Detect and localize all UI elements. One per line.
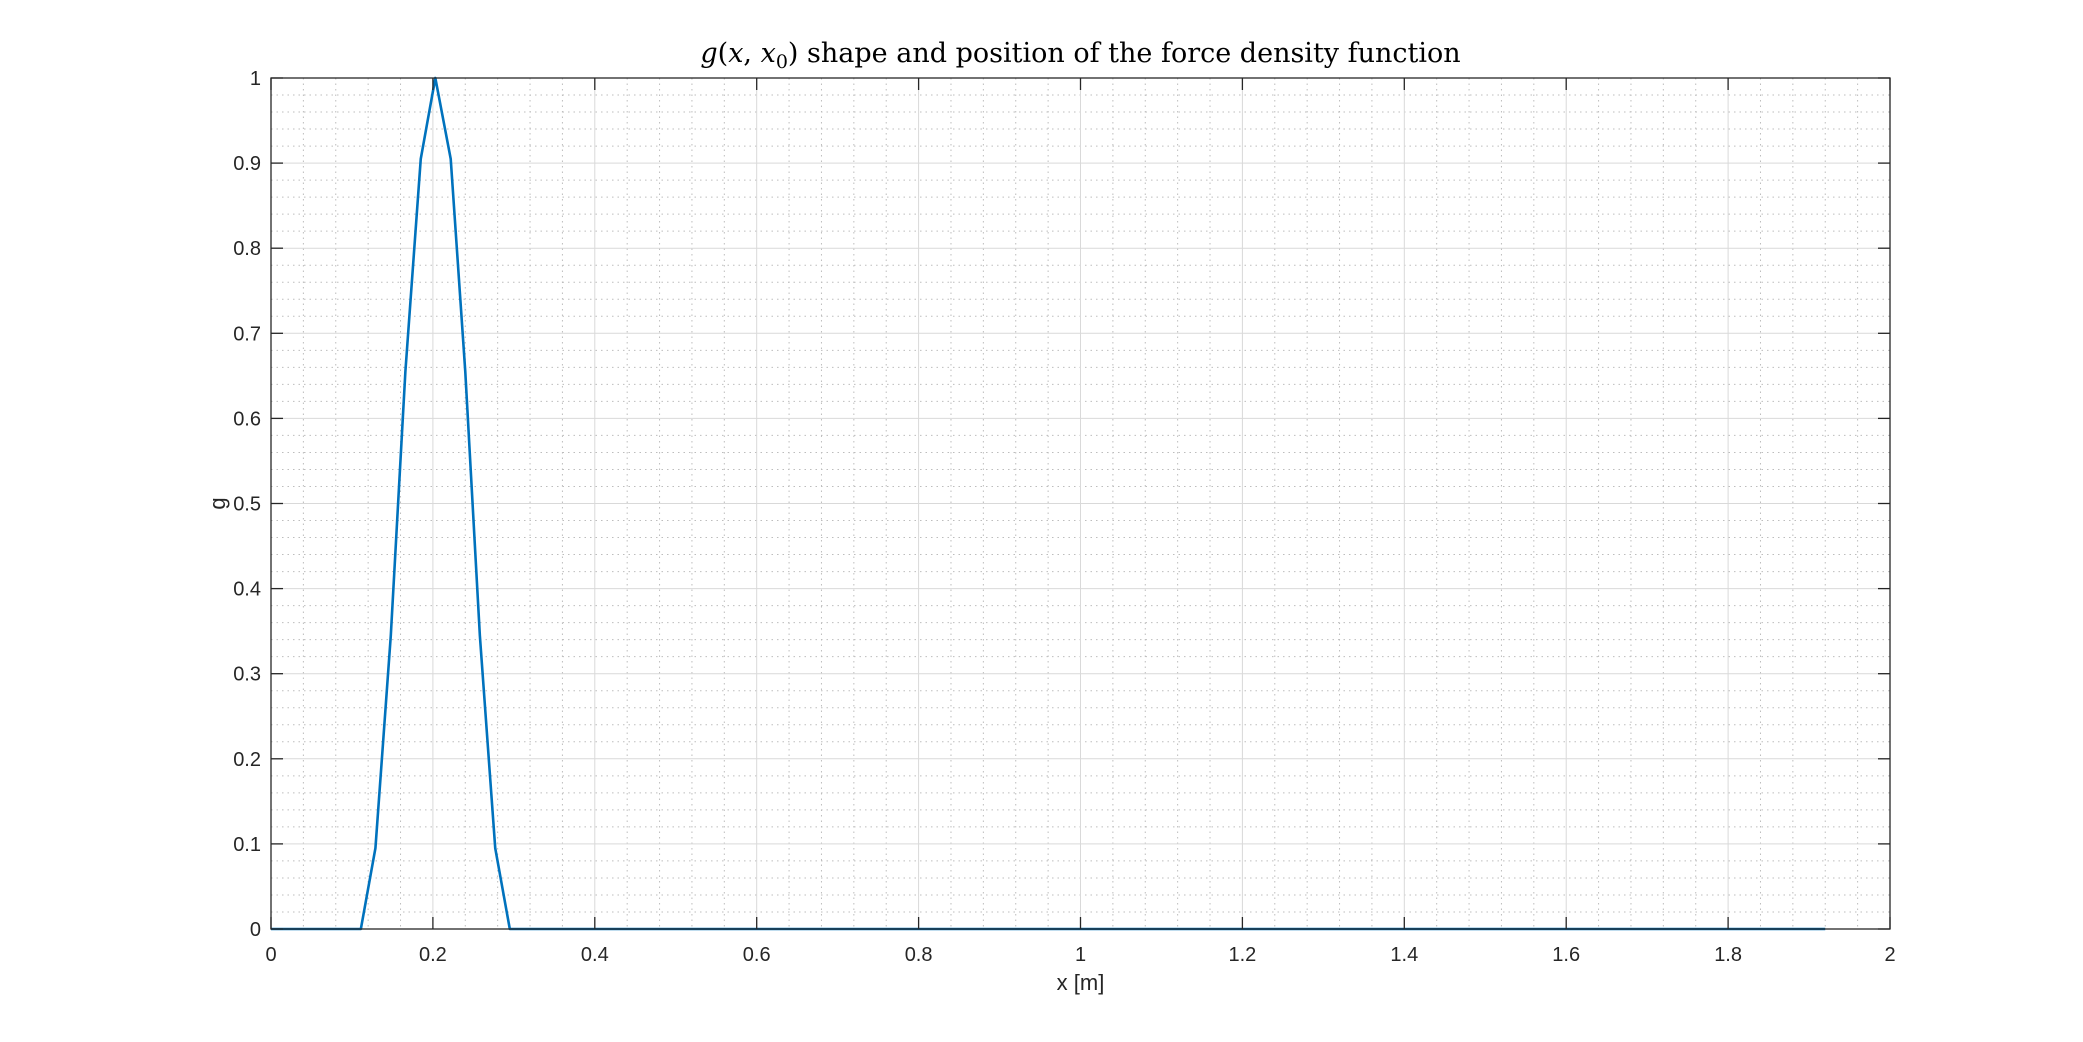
y-tick-label: 0.8 xyxy=(233,238,261,260)
x-tick-label: 1.6 xyxy=(1552,944,1580,966)
title-paren: ) xyxy=(788,38,799,69)
x-tick-label: 2 xyxy=(1884,944,1895,966)
title-var-x0: x xyxy=(761,38,776,69)
y-tick-label: 0.6 xyxy=(233,408,261,430)
y-tick-label: 0.2 xyxy=(233,749,261,771)
x-tick-label: 0.4 xyxy=(581,944,609,966)
y-tick-label: 0.7 xyxy=(233,323,261,345)
x-tick-label: 0.6 xyxy=(743,944,771,966)
y-tick-label: 0.4 xyxy=(233,579,261,601)
x-tick-labels: 0 0.2 0.4 0.6 0.8 1 1.2 1.4 1.6 1.8 2 xyxy=(265,944,1895,966)
x-tick-label: 0.8 xyxy=(905,944,933,966)
y-axis-label: g xyxy=(205,497,230,509)
major-grid xyxy=(270,77,1891,930)
title-text: shape and position of the force density … xyxy=(798,38,1460,69)
y-tick-label: 0.3 xyxy=(233,664,261,686)
y-tick-label: 1 xyxy=(250,68,261,90)
y-tick-label: 0.9 xyxy=(233,153,261,175)
y-tick-label: 0.5 xyxy=(233,494,261,516)
x-tick-label: 0 xyxy=(265,944,276,966)
y-tick-labels: 0 0.1 0.2 0.3 0.4 0.5 0.6 0.7 0.8 0.9 1 xyxy=(233,68,261,941)
x-tick-label: 1 xyxy=(1075,944,1086,966)
title-function-name: g xyxy=(700,38,717,69)
tick-marks xyxy=(270,77,1891,930)
x-tick-label: 0.2 xyxy=(419,944,447,966)
title-subscript: 0 xyxy=(776,51,788,73)
title-paren: ( xyxy=(718,38,729,69)
x-tick-label: 1.2 xyxy=(1228,944,1256,966)
x-tick-label: 1.4 xyxy=(1390,944,1418,966)
title-var-x: x xyxy=(728,38,743,69)
x-tick-label: 1.8 xyxy=(1714,944,1742,966)
chart-title: g(x, x0) shape and position of the force… xyxy=(700,38,1460,73)
y-tick-label: 0.1 xyxy=(233,834,261,856)
title-comma: , xyxy=(743,38,760,69)
x-axis-label: x [m] xyxy=(1057,970,1105,995)
y-tick-label: 0 xyxy=(250,919,261,941)
